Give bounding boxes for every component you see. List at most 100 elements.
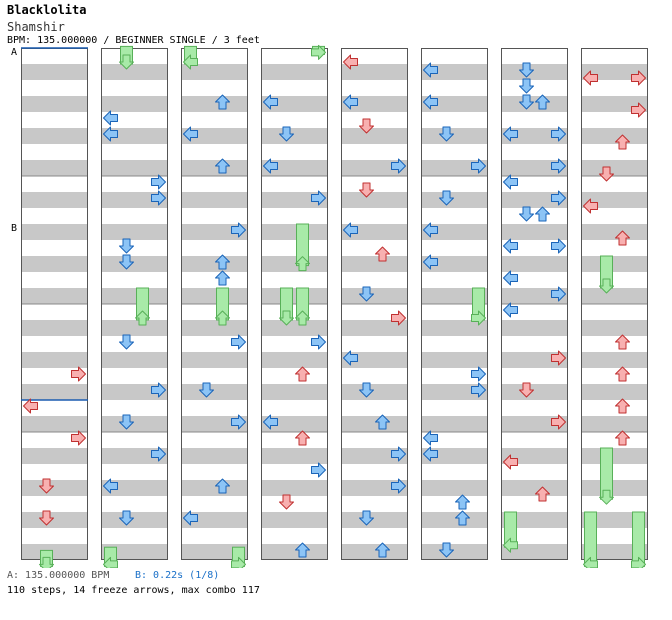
- arrow-shape: [311, 334, 326, 350]
- arrow-shape: [439, 126, 454, 142]
- column-frame: [421, 48, 488, 560]
- step-arrow-left-icon: [343, 222, 358, 238]
- beat-stripe: [341, 544, 408, 560]
- beat-stripe: [341, 320, 408, 336]
- beat-stripe: [421, 288, 488, 304]
- arrow-shape: [583, 198, 598, 214]
- step-arrow-down-icon: [359, 286, 374, 302]
- arrow-shape: [311, 462, 326, 478]
- freeze-head-icon: [295, 256, 310, 272]
- arrow-shape: [183, 54, 198, 70]
- step-arrow-right-icon: [231, 414, 246, 430]
- beat-stripe: [341, 512, 408, 528]
- step-arrow-right-icon: [551, 414, 566, 430]
- step-arrow-right-icon: [471, 382, 486, 398]
- arrow-shape: [359, 182, 374, 198]
- beat-stripe: [501, 512, 568, 528]
- arrow-shape: [471, 366, 486, 382]
- beat-stripe: [501, 224, 568, 240]
- step-arrow-up-icon: [295, 430, 310, 446]
- beat-stripe: [21, 544, 88, 560]
- arrow-shape: [39, 478, 54, 494]
- beat-stripe: [21, 480, 88, 496]
- arrow-shape: [583, 556, 598, 568]
- arrow-shape: [215, 254, 230, 270]
- beat-stripe: [341, 192, 408, 208]
- freeze-head-icon: [135, 310, 150, 326]
- arrow-shape: [471, 158, 486, 174]
- arrow-shape: [631, 556, 646, 568]
- arrow-shape: [471, 382, 486, 398]
- beat-stripe: [341, 64, 408, 80]
- arrow-shape: [311, 44, 326, 60]
- arrow-shape: [519, 78, 534, 94]
- step-arrow-up-icon: [215, 254, 230, 270]
- beat-stripe: [421, 352, 488, 368]
- marker-b-label: B: [11, 223, 18, 234]
- arrow-shape: [183, 126, 198, 142]
- step-arrow-left-icon: [103, 478, 118, 494]
- arrow-shape: [375, 542, 390, 558]
- arrow-shape: [263, 94, 278, 110]
- arrow-shape: [295, 542, 310, 558]
- beat-stripe: [261, 448, 328, 464]
- step-arrow-up-icon: [215, 94, 230, 110]
- arrow-shape: [615, 334, 630, 350]
- step-arrow-left-icon: [503, 270, 518, 286]
- beat-stripe: [261, 512, 328, 528]
- arrow-shape: [231, 222, 246, 238]
- arrow-shape: [519, 206, 534, 222]
- beat-stripe: [101, 224, 168, 240]
- arrow-shape: [599, 166, 614, 182]
- step-arrow-left-icon: [343, 94, 358, 110]
- freeze-arrow: [135, 287, 150, 326]
- song-artist: Shamshir: [7, 20, 65, 34]
- step-arrow-down-icon: [439, 126, 454, 142]
- arrow-shape: [39, 556, 54, 568]
- arrow-shape: [615, 398, 630, 414]
- step-arrow-right-icon: [631, 102, 646, 118]
- beat-stripe: [501, 384, 568, 400]
- arrow-shape: [519, 94, 534, 110]
- arrow-shape: [199, 382, 214, 398]
- beat-stripe: [421, 416, 488, 432]
- beat-stripe: [261, 224, 328, 240]
- beat-stripe: [341, 288, 408, 304]
- chart-column: [581, 48, 648, 560]
- beat-stripe: [101, 288, 168, 304]
- arrow-shape: [615, 230, 630, 246]
- beat-stripe: [101, 64, 168, 80]
- arrow-shape: [391, 478, 406, 494]
- arrow-shape: [551, 350, 566, 366]
- arrow-shape: [151, 446, 166, 462]
- beat-stripe: [341, 128, 408, 144]
- beat-stripe: [581, 320, 648, 336]
- freeze-arrow: [503, 511, 518, 553]
- beat-stripe: [581, 384, 648, 400]
- step-arrow-down-icon: [279, 126, 294, 142]
- arrow-shape: [151, 382, 166, 398]
- beat-stripe: [501, 320, 568, 336]
- step-arrow-down-icon: [599, 166, 614, 182]
- step-arrow-left-icon: [343, 54, 358, 70]
- arrow-shape: [343, 222, 358, 238]
- freeze-arrow: [183, 45, 198, 70]
- beat-stripe: [21, 352, 88, 368]
- arrow-shape: [343, 94, 358, 110]
- step-arrow-up-icon: [295, 542, 310, 558]
- step-arrow-right-icon: [311, 190, 326, 206]
- step-arrow-up-icon: [375, 542, 390, 558]
- beat-stripe: [181, 352, 248, 368]
- beat-stripe: [21, 192, 88, 208]
- beat-stripe: [21, 416, 88, 432]
- arrow-shape: [183, 510, 198, 526]
- step-arrow-down-icon: [519, 62, 534, 78]
- step-arrow-up-icon: [615, 366, 630, 382]
- arrow-shape: [503, 270, 518, 286]
- arrow-shape: [359, 118, 374, 134]
- arrow-shape: [343, 54, 358, 70]
- freeze-head-icon: [279, 310, 294, 326]
- freeze-head-icon: [311, 44, 326, 60]
- arrow-shape: [135, 310, 150, 326]
- arrow-shape: [215, 310, 230, 326]
